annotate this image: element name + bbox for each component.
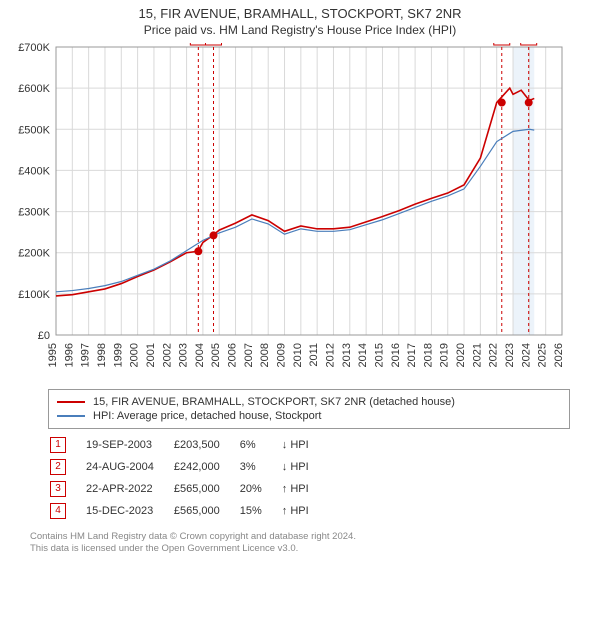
footer-line2: This data is licensed under the Open Gov… xyxy=(30,543,600,555)
transaction-marker: 1 xyxy=(50,435,84,455)
svg-text:2010: 2010 xyxy=(292,343,304,367)
svg-text:2001: 2001 xyxy=(145,343,157,367)
svg-text:1996: 1996 xyxy=(63,343,75,367)
svg-text:2021: 2021 xyxy=(471,343,483,367)
svg-text:2014: 2014 xyxy=(357,343,369,367)
transaction-date: 22-APR-2022 xyxy=(86,479,172,499)
transaction-pct: 15% xyxy=(240,501,280,521)
svg-text:2007: 2007 xyxy=(243,343,255,367)
svg-text:£300K: £300K xyxy=(18,207,50,219)
svg-text:2004: 2004 xyxy=(194,343,206,367)
svg-text:1995: 1995 xyxy=(47,343,59,367)
chart-title-line1: 15, FIR AVENUE, BRAMHALL, STOCKPORT, SK7… xyxy=(4,6,596,21)
transaction-marker: 4 xyxy=(50,501,84,521)
transaction-row: 119-SEP-2003£203,5006%↓ HPI xyxy=(50,435,327,455)
transactions-table: 119-SEP-2003£203,5006%↓ HPI224-AUG-2004£… xyxy=(48,433,329,523)
legend-row: HPI: Average price, detached house, Stoc… xyxy=(57,410,561,422)
svg-text:3: 3 xyxy=(499,43,505,44)
svg-text:2005: 2005 xyxy=(210,343,222,367)
svg-text:2020: 2020 xyxy=(455,343,467,367)
svg-text:2006: 2006 xyxy=(227,343,239,367)
legend-label: HPI: Average price, detached house, Stoc… xyxy=(93,410,322,422)
transaction-arrow: ↑ HPI xyxy=(282,501,327,521)
transaction-price: £565,000 xyxy=(174,501,238,521)
svg-text:2008: 2008 xyxy=(259,343,271,367)
transaction-row: 224-AUG-2004£242,0003%↓ HPI xyxy=(50,457,327,477)
svg-text:1997: 1997 xyxy=(80,343,92,367)
svg-text:2025: 2025 xyxy=(537,343,549,367)
transaction-price: £203,500 xyxy=(174,435,238,455)
svg-text:2011: 2011 xyxy=(308,343,320,367)
footer-line1: Contains HM Land Registry data © Crown c… xyxy=(30,531,600,543)
transaction-marker: 3 xyxy=(50,479,84,499)
legend-swatch xyxy=(57,415,85,417)
svg-text:£200K: £200K xyxy=(18,248,50,260)
transaction-date: 19-SEP-2003 xyxy=(86,435,172,455)
legend-row: 15, FIR AVENUE, BRAMHALL, STOCKPORT, SK7… xyxy=(57,396,561,408)
svg-text:2023: 2023 xyxy=(504,343,516,367)
svg-text:2026: 2026 xyxy=(553,343,565,367)
svg-text:4: 4 xyxy=(526,43,532,44)
svg-text:2024: 2024 xyxy=(520,343,532,367)
transaction-price: £565,000 xyxy=(174,479,238,499)
svg-text:1: 1 xyxy=(196,43,202,44)
svg-text:1999: 1999 xyxy=(112,343,124,367)
svg-text:2022: 2022 xyxy=(488,343,500,367)
svg-text:2003: 2003 xyxy=(178,343,190,367)
svg-text:£400K: £400K xyxy=(18,165,50,177)
svg-text:1998: 1998 xyxy=(96,343,108,367)
transaction-arrow: ↑ HPI xyxy=(282,479,327,499)
svg-text:2016: 2016 xyxy=(390,343,402,367)
transaction-row: 322-APR-2022£565,00020%↑ HPI xyxy=(50,479,327,499)
svg-text:£700K: £700K xyxy=(18,43,50,54)
svg-text:2: 2 xyxy=(211,43,217,44)
transaction-arrow: ↓ HPI xyxy=(282,457,327,477)
transaction-arrow: ↓ HPI xyxy=(282,435,327,455)
svg-text:2019: 2019 xyxy=(439,343,451,367)
svg-text:£500K: £500K xyxy=(18,124,50,136)
svg-text:2000: 2000 xyxy=(129,343,141,367)
svg-text:£600K: £600K xyxy=(18,83,50,95)
price-chart: £0 £100K £200K £300K £400K £500K £600K £700K 199… xyxy=(8,43,590,383)
chart-title-line2: Price paid vs. HM Land Registry's House … xyxy=(4,23,596,37)
svg-text:2009: 2009 xyxy=(276,343,288,367)
svg-text:£0: £0 xyxy=(38,330,50,342)
transaction-date: 15-DEC-2023 xyxy=(86,501,172,521)
transaction-date: 24-AUG-2004 xyxy=(86,457,172,477)
transaction-price: £242,000 xyxy=(174,457,238,477)
transaction-row: 415-DEC-2023£565,00015%↑ HPI xyxy=(50,501,327,521)
footer-attribution: Contains HM Land Registry data © Crown c… xyxy=(30,531,600,556)
svg-text:£100K: £100K xyxy=(18,289,50,301)
svg-text:2013: 2013 xyxy=(341,343,353,367)
svg-text:2017: 2017 xyxy=(406,343,418,367)
svg-text:2012: 2012 xyxy=(324,343,336,367)
svg-text:2018: 2018 xyxy=(422,343,434,367)
transaction-pct: 6% xyxy=(240,435,280,455)
legend-swatch xyxy=(57,401,85,403)
transaction-pct: 20% xyxy=(240,479,280,499)
svg-text:2015: 2015 xyxy=(373,343,385,367)
transaction-pct: 3% xyxy=(240,457,280,477)
legend: 15, FIR AVENUE, BRAMHALL, STOCKPORT, SK7… xyxy=(48,389,570,429)
transaction-marker: 2 xyxy=(50,457,84,477)
svg-text:2002: 2002 xyxy=(161,343,173,367)
legend-label: 15, FIR AVENUE, BRAMHALL, STOCKPORT, SK7… xyxy=(93,396,455,408)
